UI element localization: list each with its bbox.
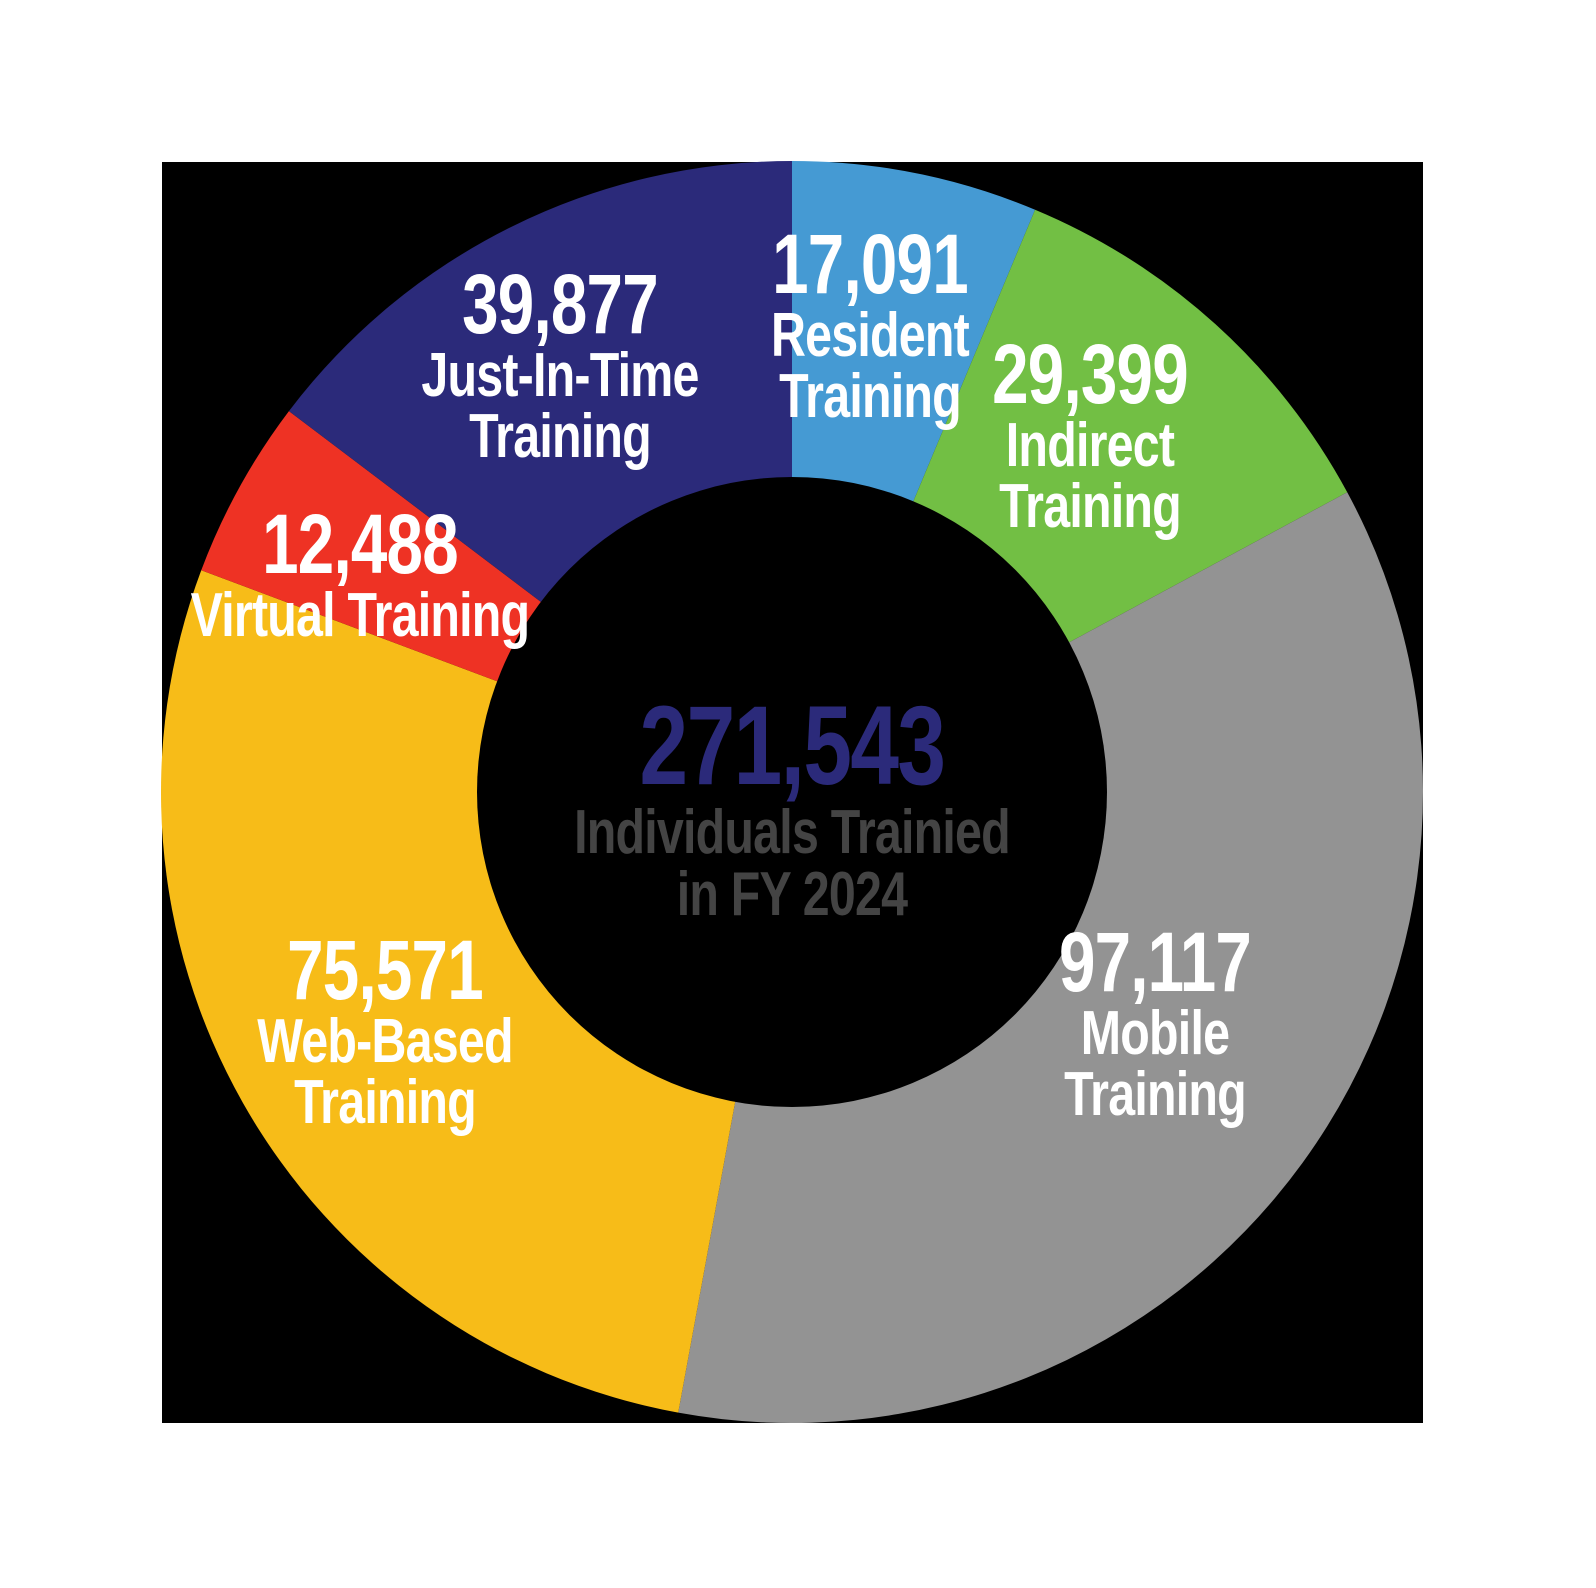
- donut-center-summary: 271,543 Individuals Trainied in FY 2024: [574, 683, 1011, 929]
- total-caption-line1: Individuals Trainied: [574, 798, 1011, 867]
- slice-name-just-in-time-line1: Just-In-Time: [421, 341, 699, 410]
- slice-value-web-based: 75,571: [287, 923, 483, 1017]
- slice-value-just-in-time: 39,877: [462, 257, 659, 351]
- slice-value-indirect: 29,399: [992, 327, 1188, 421]
- slice-name-just-in-time-line2: Training: [469, 401, 652, 471]
- slice-name-resident-line2: Training: [779, 361, 962, 431]
- total-count: 271,543: [639, 683, 946, 808]
- donut-hole: [477, 477, 1107, 1107]
- slice-name-indirect-line2: Training: [999, 471, 1182, 541]
- slice-name-mobile-line2: Training: [1064, 1059, 1247, 1129]
- slice-value-resident: 17,091: [772, 217, 968, 311]
- slice-label-just-in-time: 39,877 Just-In-Time Training: [421, 257, 699, 471]
- slice-value-mobile: 97,117: [1058, 915, 1252, 1009]
- slice-name-mobile-line1: Mobile: [1080, 999, 1230, 1068]
- slice-label-indirect: 29,399 Indirect Training: [992, 332, 1188, 538]
- slice-name-indirect-line1: Indirect: [1005, 411, 1175, 480]
- slice-name-web-based-line2: Training: [294, 1067, 477, 1137]
- slice-name-virtual-line1: Virtual Training: [190, 581, 530, 650]
- slice-label-web-based: 75,571 Web-Based Training: [257, 923, 513, 1137]
- slice-name-resident-line1: Resident: [771, 301, 970, 370]
- slice-label-resident: 17,091 Resident Training: [771, 217, 970, 431]
- slice-value-virtual: 12,488: [262, 497, 458, 591]
- slice-name-web-based-line1: Web-Based: [257, 1007, 513, 1076]
- total-caption-line2: in FY 2024: [676, 860, 908, 929]
- slice-label-virtual: 12,488 Virtual Training: [191, 502, 530, 647]
- slice-label-mobile: 97,117 Mobile Training: [1058, 915, 1252, 1129]
